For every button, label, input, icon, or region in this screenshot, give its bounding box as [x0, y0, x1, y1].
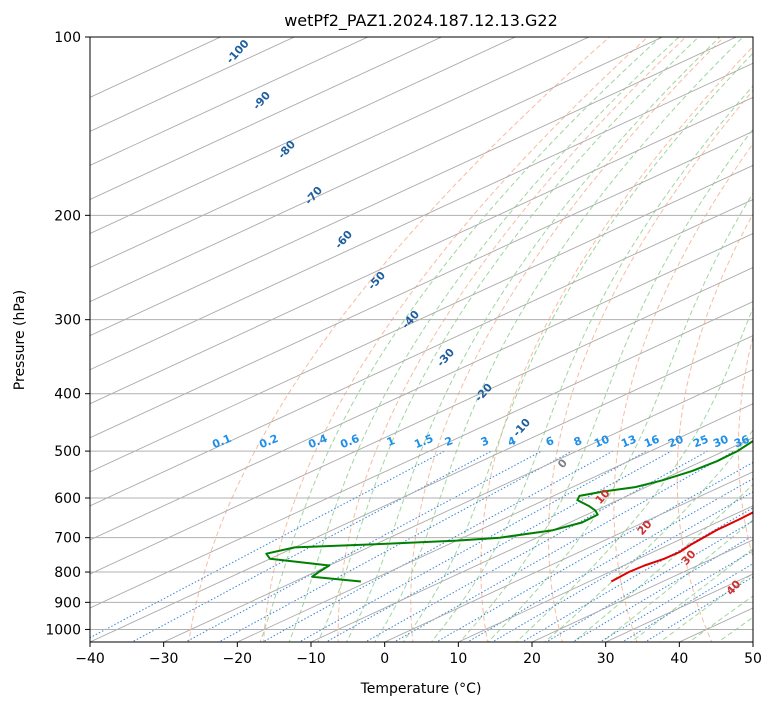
- x-tick-label: 20: [523, 651, 541, 667]
- mixing-ratio-line: [298, 450, 647, 642]
- isotherm-line: [457, 505, 753, 642]
- mixing-ratio-line: [261, 450, 614, 642]
- x-tick-label: 40: [670, 651, 688, 667]
- mixing-ratio-label: 8: [572, 434, 584, 449]
- mixing-ratio-label: 10: [592, 433, 611, 451]
- mixing-ratio-line: [130, 450, 492, 642]
- x-tick-label: 30: [597, 651, 615, 667]
- mixing-ratio-line: [571, 535, 753, 642]
- y-tick-label: 1000: [45, 622, 81, 638]
- dry-adiabat-line: [480, 45, 753, 642]
- y-axis-title: Pressure (hPa): [12, 290, 28, 390]
- mixing-ratio-label: 25: [691, 433, 710, 451]
- isotherm-line: [90, 62, 753, 371]
- mixing-ratio-line: [364, 450, 708, 642]
- temperature-line: [610, 511, 753, 583]
- plot-area: -100-90-80-70-60-50-40-30-20-10010203040…: [90, 37, 753, 642]
- isotherm-line: [90, 37, 517, 235]
- isotherm-line: [90, 267, 753, 575]
- mixing-ratio-label: 36: [732, 433, 751, 451]
- mixing-ratio-line: [435, 461, 753, 642]
- y-tick-label: 400: [54, 387, 81, 403]
- x-tick-label: 50: [744, 651, 762, 667]
- isotherm-line: [90, 37, 664, 303]
- mixing-ratio-label: 1: [385, 434, 397, 449]
- x-tick-label: −30: [149, 651, 179, 667]
- mixing-ratio-line: [184, 450, 542, 642]
- mixing-ratio-line: [325, 450, 672, 642]
- x-tick-label: −20: [223, 651, 253, 667]
- y-tick-label: 300: [54, 313, 81, 329]
- mixing-ratio-line: [90, 450, 445, 639]
- y-tick-label: 900: [54, 595, 81, 611]
- isotherm-line: [90, 96, 753, 405]
- x-tick-label: −40: [75, 651, 105, 667]
- mixing-ratio-line: [598, 550, 753, 642]
- mixing-ratio-line: [393, 450, 735, 642]
- y-tick-label: 800: [54, 565, 81, 581]
- isotherm-line: [90, 37, 590, 269]
- y-tick-label: 200: [54, 208, 81, 224]
- isotherm-line: [162, 369, 753, 642]
- pressure-gridlines: [90, 37, 753, 630]
- isotherms: [90, 37, 753, 642]
- isotherm-line: [90, 130, 753, 439]
- dry-adiabat-line: [262, 37, 649, 642]
- mixing-ratio-label: 30: [711, 433, 730, 451]
- dewpoint-line: [265, 439, 753, 583]
- mixing-ratio-line: [521, 507, 753, 642]
- plot-frame: [89, 36, 754, 643]
- y-tick-label: 100: [54, 30, 81, 46]
- mixing-ratio-line: [644, 576, 753, 642]
- y-tick-label: 700: [54, 531, 81, 547]
- isotherm-line: [90, 164, 753, 473]
- dry-adiabat-line: [676, 213, 753, 642]
- y-tick-label: 600: [54, 491, 81, 507]
- isotherm-line: [90, 198, 753, 507]
- dry-adiabat-line: [337, 37, 687, 642]
- y-axis: 1000 900 800 700 600 500 400 300 200 100: [45, 30, 90, 638]
- isotherm-line: [530, 539, 753, 642]
- mixing-ratio-label: 16: [642, 433, 661, 451]
- dry-adiabat-line: [410, 37, 725, 642]
- isotherm-line: [90, 37, 296, 132]
- mixing-ratio-label: 13: [619, 433, 638, 451]
- isotherm-line: [309, 437, 753, 642]
- x-tick-label: 10: [449, 651, 467, 667]
- mixing-ratio-line: [621, 563, 753, 642]
- x-tick-label: −10: [296, 651, 326, 667]
- isotherm-line: [90, 301, 753, 609]
- isotherm-line: [90, 233, 753, 541]
- chart-title: wetPf2_PAZ1.2024.187.12.13.G22: [284, 11, 558, 31]
- isotherm-line: [383, 471, 753, 642]
- x-tick-label: 0: [380, 651, 389, 667]
- mixing-ratio-label: 20: [666, 433, 685, 451]
- x-axis-title: Temperature (°C): [360, 681, 482, 697]
- mixing-ratio-line: [217, 450, 573, 642]
- dry-adiabat-line: [548, 89, 753, 642]
- mixing-ratio-line: [545, 520, 753, 642]
- dry-adiabat-line: [188, 37, 611, 642]
- x-axis: −40 −30 −20 −10 0 10 20 30 40 50: [75, 642, 762, 667]
- mixing-ratio-label: 2: [443, 434, 455, 449]
- profile-series: [265, 439, 753, 583]
- mixing-ratio-lines: [90, 450, 753, 642]
- isotherm-line: [236, 403, 753, 642]
- y-tick-label: 500: [54, 444, 81, 460]
- isotherm-line: [90, 37, 738, 337]
- isotherm-line: [90, 37, 443, 200]
- isotherm-line: [90, 37, 369, 166]
- mixing-ratio-label: 3: [479, 434, 491, 449]
- mixing-ratio-line: [466, 478, 753, 642]
- moist-adiabat-line: [544, 429, 753, 642]
